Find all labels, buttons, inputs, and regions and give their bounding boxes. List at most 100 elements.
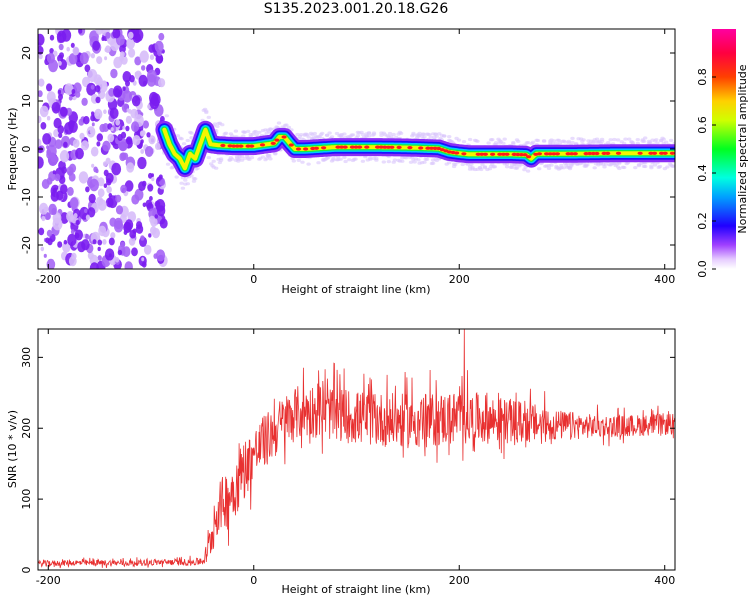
ridge-halo	[195, 166, 200, 170]
noise-speckle	[38, 156, 44, 169]
ridge-halo	[257, 130, 262, 134]
ridge-halo	[276, 121, 282, 125]
noise-speckle	[90, 146, 99, 157]
noise-speckle	[111, 162, 122, 176]
ridge-core	[547, 152, 553, 156]
ridge-core	[569, 152, 575, 156]
ridge-halo	[603, 162, 608, 166]
ridge-halo	[411, 133, 416, 137]
noise-speckle	[148, 233, 152, 238]
noise-speckle	[38, 115, 42, 124]
noise-speckle	[128, 237, 136, 246]
noise-speckle	[126, 162, 135, 173]
noise-speckle	[115, 119, 121, 126]
ridge-halo	[461, 140, 467, 144]
ridge-halo	[242, 130, 247, 134]
ridge-halo	[490, 162, 495, 166]
ridge-core	[479, 152, 485, 156]
ridge-halo	[296, 158, 301, 162]
noise-speckle	[115, 257, 120, 263]
noise-speckle	[51, 207, 57, 215]
noise-speckle	[90, 53, 95, 59]
noise-speckle	[124, 261, 133, 269]
ridge-halo	[664, 140, 669, 144]
ridge-halo	[428, 135, 433, 139]
noise-speckle	[132, 80, 137, 86]
y-tick-label: 300	[20, 347, 33, 368]
colorbar-label: Normalized spectral amplitude	[736, 64, 749, 233]
ridge-halo	[387, 131, 393, 136]
ridge-halo	[530, 140, 536, 144]
ridge-halo	[447, 161, 452, 165]
noise-speckle	[91, 122, 95, 127]
ridge-halo	[408, 160, 414, 164]
noise-speckle	[46, 229, 53, 237]
ridge-halo	[284, 123, 289, 127]
noise-speckle	[43, 206, 48, 213]
noise-speckle	[125, 80, 130, 87]
ridge-halo	[565, 162, 570, 166]
ridge-halo	[649, 166, 654, 170]
ridge-halo	[241, 134, 246, 138]
x-tick-label: -200	[36, 273, 61, 286]
y-tick-label: 200	[20, 418, 33, 439]
ridge-halo	[556, 138, 562, 142]
ridge-halo	[189, 136, 194, 140]
ridge-core	[662, 151, 668, 155]
ridge-core	[288, 143, 294, 147]
noise-speckle	[45, 237, 50, 244]
noise-speckle	[63, 141, 68, 148]
noise-speckle	[146, 132, 151, 138]
ridge-halo	[204, 109, 209, 113]
ridge-core	[594, 151, 600, 156]
noise-speckle	[98, 225, 107, 237]
noise-speckle	[103, 169, 109, 177]
noise-speckle	[115, 194, 122, 203]
ridge-core	[651, 151, 658, 155]
noise-speckle	[38, 53, 43, 60]
x-tick-label: -200	[36, 574, 61, 587]
noise-speckle	[41, 215, 46, 222]
ridge-halo	[206, 156, 211, 160]
ridge-core	[375, 145, 381, 149]
noise-speckle	[102, 140, 111, 152]
ridge-halo	[633, 166, 638, 170]
noise-speckle	[71, 89, 76, 94]
ridge-halo	[165, 162, 171, 166]
noise-speckle	[58, 132, 63, 138]
ridge-core	[461, 152, 467, 156]
noise-speckle	[52, 217, 63, 231]
ridge-halo	[391, 132, 396, 137]
colorbar-tick-label: 0.4	[696, 164, 709, 182]
noise-speckle	[46, 115, 51, 121]
ridge-halo	[355, 134, 361, 138]
ridge-halo	[442, 134, 447, 138]
ridge-halo	[599, 139, 605, 143]
ridge-halo	[371, 132, 377, 136]
noise-speckle	[53, 117, 62, 129]
ridge-core	[238, 144, 244, 148]
ridge-core	[637, 151, 643, 155]
ridge-halo	[635, 141, 640, 145]
noise-speckle	[58, 43, 64, 51]
colorbar-tick-label: 0.6	[696, 116, 709, 134]
ridge-halo	[475, 139, 480, 143]
ridge-halo	[338, 157, 343, 161]
ridge-halo	[456, 138, 462, 142]
noise-speckle	[79, 52, 89, 65]
spectrogram-ticks: -200 0 200 400 -20 -10 0 10 20	[20, 29, 675, 286]
ridge-halo	[230, 157, 235, 161]
spectrogram-x-axis-label: Height of straight line (km)	[281, 283, 430, 296]
noise-speckle	[91, 111, 95, 116]
ridge-halo	[175, 134, 181, 138]
ridge-core	[321, 146, 327, 150]
ridge-halo	[273, 152, 278, 156]
noise-speckle	[118, 138, 128, 152]
ridge-halo	[594, 137, 600, 141]
ridge-halo	[655, 141, 660, 145]
ridge-halo	[541, 139, 547, 143]
ridge-halo	[434, 134, 439, 138]
noise-speckle	[134, 71, 139, 76]
ridge-core	[349, 145, 355, 149]
